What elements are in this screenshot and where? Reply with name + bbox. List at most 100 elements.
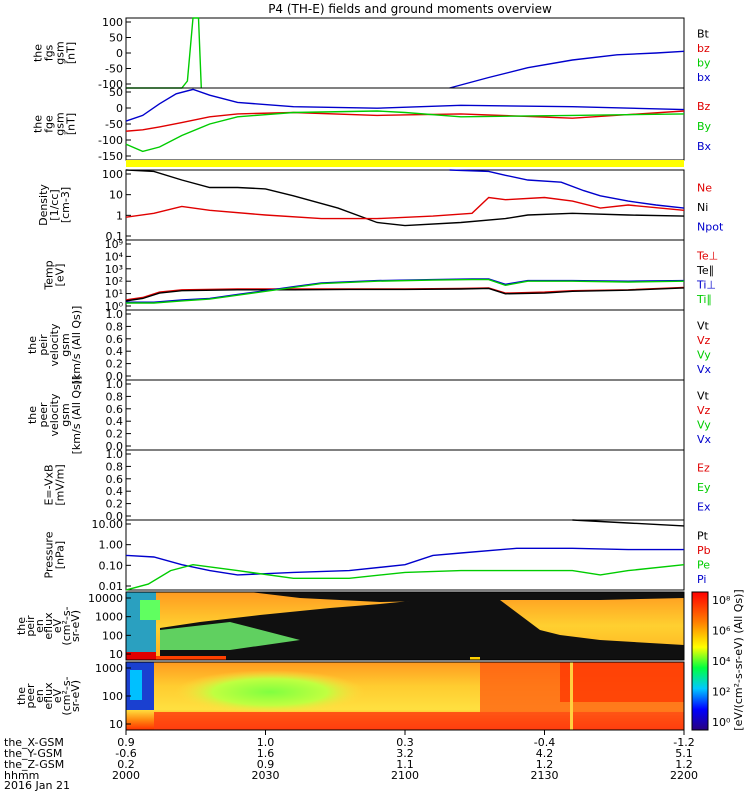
ephemeris-value: 0.2: [117, 758, 135, 771]
ytick-label: 10.00: [92, 518, 124, 531]
peir-eflux-spectrogram: [126, 592, 684, 660]
ytick-label: 1.0: [106, 448, 124, 461]
ylabel-line: Density: [37, 184, 50, 226]
ylabel-line: velocity: [48, 323, 61, 366]
ytick-label: 0: [116, 102, 123, 115]
ephemeris-value: -0.4: [534, 736, 555, 749]
ylabel-line: gsm: [59, 333, 72, 356]
heatmap-ytick: 1000: [95, 611, 123, 624]
legend-vy: Vy: [697, 348, 711, 361]
ytick-label: 0.6: [106, 473, 124, 486]
series-density-1: [125, 196, 685, 220]
heatmap-ytick: 100: [102, 629, 123, 642]
ytick-label: 10¹: [105, 288, 123, 301]
ylabel-line: the: [32, 44, 45, 62]
panel-density: 100 10 1 0.1 Density[1/cc][cm-3] Ne Ni Npot: [37, 168, 724, 243]
panel-peer-velocity: 1.00.80.60.40.20.0 thepeervelocitygsm[km/…: [26, 376, 712, 455]
heatmap-ylabel-line: eV: [51, 688, 64, 703]
legend-bx: Bx: [697, 140, 712, 153]
ephemeris-value: -0.6: [115, 747, 136, 760]
panel-frame: [125, 449, 685, 521]
legend-vt: Vt: [697, 319, 710, 332]
ephemeris-value: 1.1: [396, 758, 414, 771]
line-panels: 100500-50-100thefgsgsm[nT]Btbzbybx500-50…: [26, 16, 724, 593]
legend-vz: Vz: [697, 334, 711, 347]
ytick-label: 0.0: [106, 440, 124, 453]
series-fge-gsm-1: [125, 110, 685, 132]
legend-npot: Npot: [697, 220, 724, 233]
heatmap-ylabel-line: eV: [51, 618, 64, 633]
ytick-label: 0.01: [99, 580, 124, 593]
ytick-label: 0.0: [106, 370, 124, 383]
legend-ex: Ex: [697, 500, 711, 513]
ylabel-line: gsm: [54, 41, 67, 64]
legend-ti⊥: Ti⊥: [696, 278, 716, 291]
legend-bz: Bz: [697, 100, 711, 113]
series-fgs-gsm-1: [449, 50, 685, 89]
heatmap-ytick: 1000: [95, 662, 123, 675]
legend-pb: Pb: [697, 544, 711, 557]
ephemeris-value: 0.9: [257, 758, 275, 771]
time-tick-label: 2200: [670, 769, 698, 782]
panel-frame: [125, 309, 685, 381]
series-pressure-2: [125, 563, 685, 591]
chart-title: P4 (TH-E) fields and ground moments over…: [268, 2, 552, 16]
heatmap-ylabel-line: the: [15, 617, 28, 635]
panel-frame: [125, 169, 685, 241]
ytick-label: -100: [98, 134, 123, 147]
ytick-label: 100: [102, 16, 123, 29]
time-tick-label: 2100: [391, 769, 419, 782]
legend-vz: Vz: [697, 404, 711, 417]
legend-ne: Ne: [697, 182, 712, 195]
ytick-label: 1.00: [99, 539, 124, 552]
series-density-2: [449, 169, 685, 209]
ephemeris-value: 1.2: [675, 758, 693, 771]
electron-green-region: [175, 670, 365, 714]
ephemeris-row-label: the_Y-GSM: [4, 747, 62, 760]
colorbar: [691, 591, 709, 731]
heatmap-ytick: 10000: [88, 592, 123, 605]
ylabel-line: velocity: [48, 393, 61, 436]
series-fgs-gsm-0: [126, 17, 202, 89]
legend-ez: Ez: [697, 462, 710, 475]
ephemeris-value: 3.2: [396, 747, 414, 760]
ytick-label: 10²: [105, 275, 123, 288]
legend-bx: bx: [697, 71, 711, 84]
heatmap-ytick: 10: [109, 648, 123, 661]
ylabel-line: the: [26, 406, 39, 424]
ephemeris-value: 0.9: [117, 736, 135, 749]
time-tick-label: 2030: [252, 769, 280, 782]
ylabel-line: peer: [37, 402, 50, 428]
heatmap-ytick: 100: [102, 690, 123, 703]
ytick-label: 0.4: [106, 415, 124, 428]
peer-eflux-spectrogram: [126, 662, 684, 730]
ytick-label: -50: [105, 118, 123, 131]
ylabel-line: [eV]: [54, 264, 67, 287]
ephemeris-row-label: the_Z-GSM: [4, 758, 64, 771]
ytick-label: -100: [98, 78, 123, 91]
ylabel-line: peir: [37, 334, 50, 356]
panel-frame: [125, 519, 685, 591]
ytick-label: 0.4: [106, 345, 124, 358]
legend-pt: Pt: [697, 529, 709, 542]
ephemeris-value: 4.2: [536, 747, 554, 760]
ytick-label: -50: [105, 63, 123, 76]
ylabel-line: [km/s (All Qs)]: [70, 306, 83, 385]
legend-vy: Vy: [697, 418, 711, 431]
heatmap-ylabel-line: peer: [24, 683, 37, 709]
ion-low-count-region: [160, 596, 684, 660]
series-temperature-1: [125, 287, 685, 302]
ytick-label: 1.0: [106, 378, 124, 391]
legend-pi: Pi: [697, 573, 706, 586]
spectrogram-labels: 10000100010010thepeirenefluxeV(cm²-s-sr-…: [15, 592, 131, 731]
legend-vx: Vx: [697, 363, 712, 376]
ytick-label: 10⁴: [105, 250, 124, 263]
ylabel-line: [nT]: [65, 42, 78, 64]
series-temperature-3: [126, 278, 685, 304]
ytick-label: 50: [109, 32, 123, 45]
date-label: 2016 Jan 21: [4, 779, 70, 792]
ytick-label: 10⁰: [105, 300, 124, 313]
ytick-label: 0.8: [106, 390, 124, 403]
series-density-0: [125, 169, 685, 227]
